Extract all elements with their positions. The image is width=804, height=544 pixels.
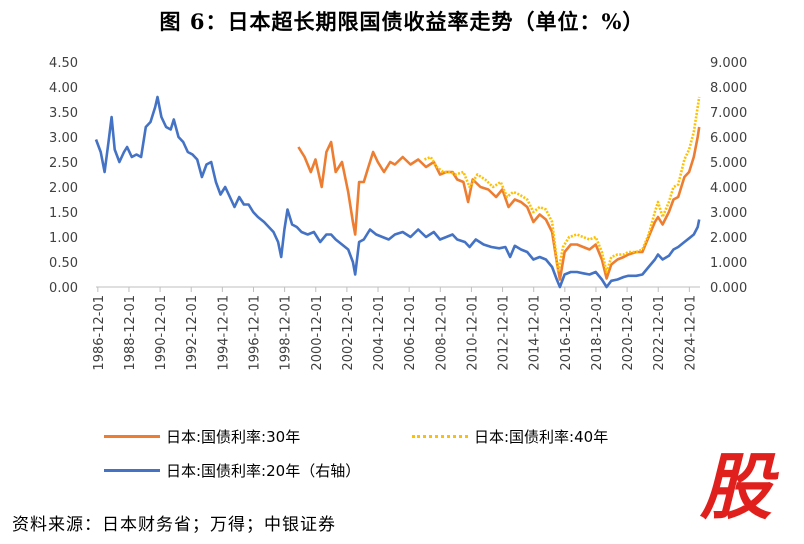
y-left-tick-label: 4.00	[49, 81, 78, 96]
y-right-tick-label: 5.000	[710, 156, 747, 171]
x-tick-label: 1988-12-01	[123, 295, 138, 371]
y-left-tick-label: 1.00	[49, 231, 78, 246]
x-tick-label: 2008-12-01	[434, 295, 449, 371]
legend-swatch-40y	[412, 435, 468, 438]
x-tick-label: 1998-12-01	[279, 295, 294, 371]
x-tick-label: 1990-12-01	[154, 295, 169, 371]
y-right-tick-label: 3.000	[710, 206, 747, 221]
y-left-tick-label: 3.00	[49, 131, 78, 146]
x-tick-label: 1992-12-01	[185, 295, 200, 371]
x-tick-label: 2018-12-01	[590, 295, 605, 371]
series-line-2	[94, 95, 701, 289]
legend-label-20y: 日本:国债利率:20年（右轴）	[166, 462, 361, 480]
x-tick-label: 2020-12-01	[621, 295, 636, 371]
y-right-tick-label: 1.000	[710, 256, 747, 271]
watermark-logo: 股	[688, 446, 784, 524]
x-tick-label: 1996-12-01	[247, 295, 262, 371]
x-tick-label: 2014-12-01	[528, 295, 543, 371]
legend-swatch-30y	[104, 435, 160, 438]
chart-title: 图 6：日本超长期限国债收益率走势（单位：%）	[159, 9, 645, 34]
y-right-tick-label: 0.000	[710, 281, 747, 296]
x-tick-label: 2016-12-01	[559, 295, 574, 371]
y-left-tick-label: 1.50	[49, 206, 78, 221]
y-right-tick-label: 2.000	[710, 231, 747, 246]
legend-item-40y: 日本:国债利率:40年	[412, 426, 608, 447]
x-tick-label: 2004-12-01	[372, 295, 387, 371]
x-tick-label: 2024-12-01	[683, 295, 698, 371]
x-tick-label: 2022-12-01	[652, 295, 667, 371]
x-tick-label: 2000-12-01	[310, 295, 325, 371]
series-line-1	[424, 96, 701, 274]
y-left-tick-label: 2.00	[49, 181, 78, 196]
y-right-tick-label: 4.000	[710, 181, 747, 196]
y-right-tick-label: 7.000	[710, 106, 747, 121]
y-right-tick-label: 8.000	[710, 81, 747, 96]
x-tick-label: 2006-12-01	[403, 295, 418, 371]
x-tick-label: 1986-12-01	[92, 295, 107, 371]
y-left-tick-label: 2.50	[49, 156, 78, 171]
legend-label-40y: 日本:国债利率:40年	[474, 428, 609, 446]
legend-item-30y: 日本:国债利率:30年	[104, 426, 300, 447]
chart-series	[94, 95, 701, 289]
y-left-tick-label: 0.00	[49, 281, 78, 296]
svg-text:股: 股	[699, 446, 779, 524]
legend-label-30y: 日本:国债利率:30年	[166, 428, 301, 446]
source-note: 资料来源：日本财务省；万得；中银证券	[12, 515, 336, 535]
y-left-tick-label: 3.50	[49, 106, 78, 121]
y-right-tick-label: 9.000	[710, 56, 747, 71]
y-left-tick-label: 0.50	[49, 256, 78, 271]
legend-item-20y: 日本:国债利率:20年（右轴）	[104, 460, 360, 481]
y-left-tick-label: 4.50	[49, 56, 78, 71]
legend-swatch-20y	[104, 469, 160, 472]
x-tick-label: 1994-12-01	[216, 295, 231, 371]
y-right-tick-label: 6.000	[710, 131, 747, 146]
x-tick-label: 2002-12-01	[341, 295, 356, 371]
x-tick-label: 2012-12-01	[497, 295, 512, 371]
x-tick-label: 2010-12-01	[465, 295, 480, 371]
chart-axes: 0.00 0.50 1.00 1.50 2.00 2.50 3.00 3.50 4.00 4.50…	[49, 56, 747, 371]
